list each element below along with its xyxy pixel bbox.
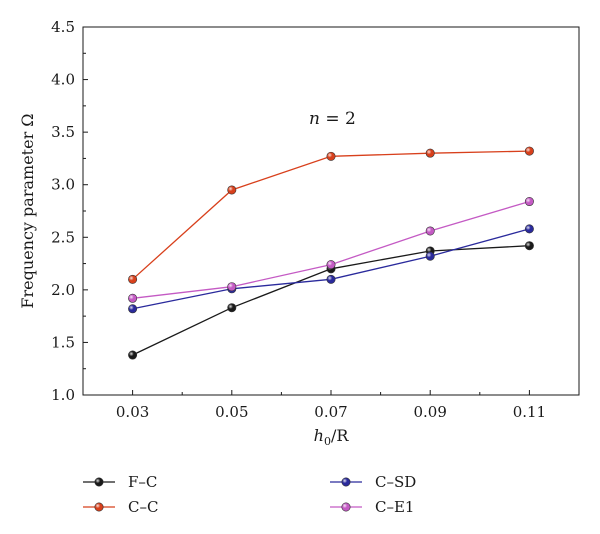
data-point-highlight [227,185,236,195]
data-point-highlight [326,260,336,269]
data-point-highlight [326,152,336,161]
legend-swatch-highlight [341,502,351,512]
y-axis-label: Frequency parameter Ω [18,113,37,308]
legend-swatch-highlight [341,477,351,487]
legend-entry-c-sd: C–SD [330,473,416,491]
y-tick-label: 1.5 [51,333,75,351]
y-tick-label: 2.0 [51,281,75,299]
legend-entry-c-e1: C–E1 [330,498,414,516]
data-point-highlight [326,275,336,284]
data-point-highlight [525,197,534,206]
y-tick-label: 3.0 [51,176,75,194]
legend-label: C–E1 [375,498,414,516]
legend-label: C–C [128,498,158,516]
data-point-highlight [426,226,435,236]
y-tick-label: 1.0 [51,386,75,404]
legend-swatch-highlight [94,502,104,512]
y-tick-label: 2.5 [51,228,75,246]
y-axis-ticks: 1.0 1.5 2.0 2.5 3.0 3.5 4.0 4.5 [51,18,88,404]
x-tick-label: 0.09 [413,403,446,421]
series-c-sd [128,224,534,314]
x-axis-label: h0/R [314,426,350,448]
series-layer [128,146,534,360]
series-annotation: n = 2 [309,109,356,129]
data-point-highlight [525,224,534,234]
y-tick-label: 4.5 [51,18,75,36]
legend-label: F–C [128,473,157,491]
x-tick-label: 0.11 [513,403,546,421]
data-point-highlight [128,294,137,303]
series-f-c [128,241,534,360]
data-point-highlight [227,303,236,312]
plot-frame [82,26,580,396]
y-tick-label: 4.0 [51,71,75,89]
data-point-highlight [426,148,435,158]
x-tick-label: 0.07 [314,403,347,421]
legend-swatch-highlight [94,477,104,487]
y-tick-label: 3.5 [51,123,75,141]
legend: F–C C–SD C–C C–E1 [83,473,416,516]
data-point-highlight [128,275,137,284]
series-c-e1 [128,197,534,303]
legend-entry-c-c: C–C [83,498,158,516]
x-tick-label: 0.03 [116,403,149,421]
x-tick-label: 0.05 [215,403,248,421]
legend-entry-f-c: F–C [83,473,157,491]
x-axis-ticks: 0.03 0.05 0.07 0.09 0.11 [116,390,546,421]
data-point-highlight [525,241,534,250]
data-point-highlight [426,252,435,261]
data-point-highlight [227,282,236,291]
series-c-c [128,146,534,284]
legend-label: C–SD [375,473,416,491]
data-point-highlight [525,146,534,156]
data-point-highlight [128,304,137,313]
data-point-highlight [128,350,137,360]
series-line [132,150,530,280]
